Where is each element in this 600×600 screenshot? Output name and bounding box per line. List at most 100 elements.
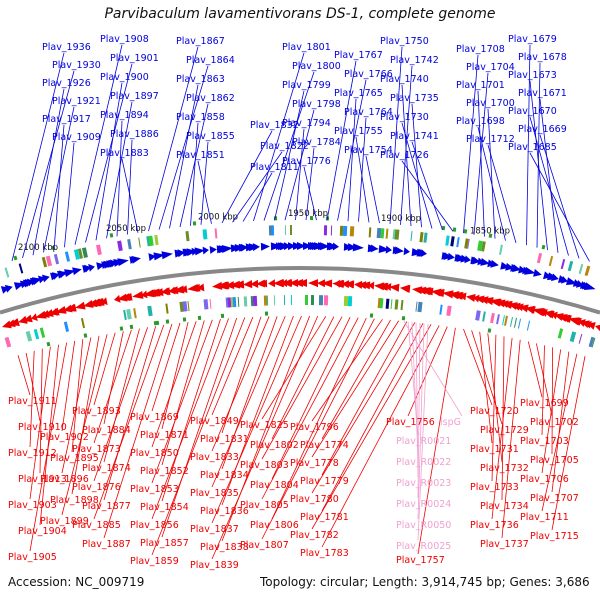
leader-line <box>116 120 123 237</box>
forward-gene-arrow <box>64 269 76 278</box>
feature-marker <box>109 233 114 238</box>
feature-bar <box>342 225 348 237</box>
bottom-gene-label: Plav_1849 <box>190 416 239 427</box>
leader-line <box>221 315 310 542</box>
leader-line <box>242 172 273 222</box>
leader-line <box>61 334 108 516</box>
feature-marker <box>487 328 492 333</box>
reverse-gene-arrow <box>31 313 38 321</box>
feature-bar <box>117 240 123 252</box>
forward-gene-arrow <box>260 242 270 251</box>
leader-line <box>95 82 123 241</box>
bottom-gene-label: Plav_1873 <box>72 444 121 455</box>
bottom-gene-label: Plav_1885 <box>72 520 121 531</box>
top-gene-label: Plav_1767 <box>334 50 383 61</box>
reverse-gene-arrow <box>317 279 326 288</box>
feature-bar <box>237 296 240 307</box>
forward-gene-arrow <box>394 246 404 255</box>
rna-gene-label: Plav_R0021 <box>396 436 451 447</box>
top-gene-label: Plav_1894 <box>100 110 149 121</box>
top-gene-label: Plav_1755 <box>334 126 383 137</box>
forward-gene-arrow <box>480 258 490 266</box>
forward-gene-arrow <box>443 252 452 261</box>
bottom-gene-label: Plav_1877 <box>82 501 131 512</box>
bottom-gene-label: Plav_1876 <box>72 482 121 493</box>
leader-line <box>411 322 419 457</box>
feature-bar <box>475 310 481 321</box>
reverse-gene-arrow <box>360 281 371 290</box>
bottom-gene-label: Plav_1711 <box>520 512 569 523</box>
feature-bar <box>126 309 132 320</box>
leader-line <box>487 333 503 463</box>
leader-line <box>200 141 209 225</box>
scale-tick-label: 2000 kbp <box>198 212 238 222</box>
bottom-gene-label: Plav_1715 <box>530 531 579 542</box>
feature-bar <box>569 331 577 343</box>
feature-bar <box>499 244 503 255</box>
bottom-gene-label: Plav_1729 <box>480 425 529 436</box>
feature-bar <box>227 297 232 308</box>
leader-line <box>263 71 315 221</box>
top-gene-label: Plav_1726 <box>380 150 429 161</box>
feature-marker <box>182 317 187 322</box>
feature-bar <box>477 240 483 252</box>
feature-bar <box>4 336 12 348</box>
leader-line <box>311 319 383 422</box>
bottom-gene-label: Plav_1733 <box>470 482 519 493</box>
leader-line <box>148 46 199 232</box>
leader-line <box>32 88 65 256</box>
leader-line <box>347 98 357 222</box>
bottom-gene-label: Plav_1774 <box>300 440 349 451</box>
bottom-gene-label: Plav_1805 <box>240 500 289 511</box>
leader-line <box>151 322 181 412</box>
feature-bar <box>64 251 71 262</box>
bottom-gene-label: Plav_1831 <box>200 434 249 445</box>
bottom-gene-label: Plav_1833 <box>190 452 239 463</box>
feature-bar <box>45 255 53 267</box>
reverse-gene-arrow <box>574 318 582 326</box>
reverse-gene-arrow <box>334 279 341 288</box>
feature-bar <box>41 256 48 268</box>
reverse-gene-arrow <box>545 310 553 319</box>
leader-line <box>536 343 553 417</box>
forward-gene-arrow <box>161 251 173 260</box>
bottom-gene-label: Plav_1732 <box>480 463 529 474</box>
forward-gene-arrow <box>370 244 378 253</box>
forward-gene-arrow <box>533 268 542 277</box>
rna-gene-label: Plav_R0023 <box>396 478 451 489</box>
leader-line <box>74 44 123 245</box>
reverse-gene-arrow <box>153 288 164 297</box>
feature-bar <box>456 237 460 248</box>
feature-bar <box>304 295 309 306</box>
forward-gene-arrow <box>221 244 233 253</box>
leader-line <box>411 103 422 228</box>
feature-bar <box>53 253 60 265</box>
feature-bar <box>423 232 428 243</box>
feature-bar <box>252 295 258 307</box>
forward-gene-arrow <box>4 284 13 293</box>
leader-line <box>71 335 100 495</box>
forward-gene-arrow <box>283 242 291 251</box>
bottom-gene-label: Plav_1706 <box>520 474 569 485</box>
top-gene-label: Plav_1862 <box>186 93 235 104</box>
feature-bar <box>96 244 102 256</box>
bottom-gene-label: Plav_1720 <box>470 406 519 417</box>
bottom-gene-label: Plav_1699 <box>520 398 569 409</box>
top-gene-label: Plav_1685 <box>508 142 557 153</box>
leader-line <box>551 351 570 493</box>
feature-bar <box>18 263 24 274</box>
reverse-gene-arrow <box>354 280 363 289</box>
leader-line <box>103 323 173 539</box>
leader-line <box>106 101 133 239</box>
feature-bar <box>536 252 543 264</box>
bottom-gene-label: Plav_1737 <box>480 539 529 550</box>
top-gene-label: Plav_1864 <box>186 55 235 66</box>
reverse-gene-arrow <box>505 301 513 309</box>
reverse-gene-arrow <box>35 310 47 319</box>
leader-line <box>401 122 433 229</box>
leader-line <box>463 54 479 234</box>
leader-line <box>358 117 367 222</box>
leader-line <box>43 106 75 253</box>
forward-gene-arrow <box>110 259 117 268</box>
top-gene-label: Plav_1867 <box>176 36 225 47</box>
